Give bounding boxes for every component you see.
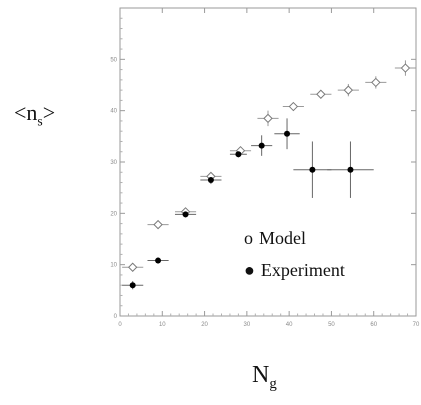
y-tick-label: 0: [114, 314, 118, 320]
model-point: [263, 113, 273, 124]
experiment-point: [258, 142, 265, 149]
experiment-point: [309, 166, 316, 173]
y-tick-label: 40: [110, 109, 117, 115]
legend-experiment-label: Experiment: [260, 260, 345, 280]
legend-experiment-marker: ●: [244, 260, 255, 280]
x-tick-label: 20: [201, 322, 208, 328]
model-point: [316, 89, 326, 99]
axes: 0 10 20 30 40 50 60 70 0 10 20 30 40 50: [110, 7, 420, 328]
model-point: [153, 219, 163, 230]
model-point: [371, 77, 381, 88]
markers: [127, 63, 411, 289]
x-axis-label: Ng: [252, 362, 277, 392]
x-tick-label: 70: [413, 322, 420, 328]
x-tick-label: 60: [370, 322, 377, 328]
legend-model-marker: o: [244, 228, 253, 248]
legend-experiment: ● Experiment: [244, 260, 345, 281]
model-point: [127, 262, 138, 272]
x-tick-label: 50: [328, 322, 335, 328]
error-bars: [122, 60, 416, 290]
x-tick-label: 10: [159, 322, 166, 328]
y-tick-label: 50: [110, 57, 117, 63]
experiment-point: [207, 176, 214, 183]
experiment-point: [182, 211, 189, 218]
y-axis-label: <ns>: [14, 100, 56, 129]
experiment-point: [155, 257, 162, 264]
y-tick-label: 30: [110, 160, 117, 166]
model-point: [288, 101, 299, 112]
legend-model: o Model: [244, 228, 306, 249]
experiment-point: [284, 130, 291, 137]
x-tick-label: 30: [244, 322, 251, 328]
model-point: [343, 85, 354, 95]
legend-model-label: Model: [259, 228, 306, 248]
experiment-point: [347, 166, 354, 173]
experiment-point: [129, 282, 136, 289]
experiment-point: [235, 151, 242, 158]
x-tick-label: 40: [286, 322, 293, 328]
x-tick-label: 0: [118, 322, 122, 328]
y-tick-label: 20: [110, 211, 117, 217]
y-tick-label: 10: [110, 263, 117, 269]
model-point: [400, 63, 411, 73]
